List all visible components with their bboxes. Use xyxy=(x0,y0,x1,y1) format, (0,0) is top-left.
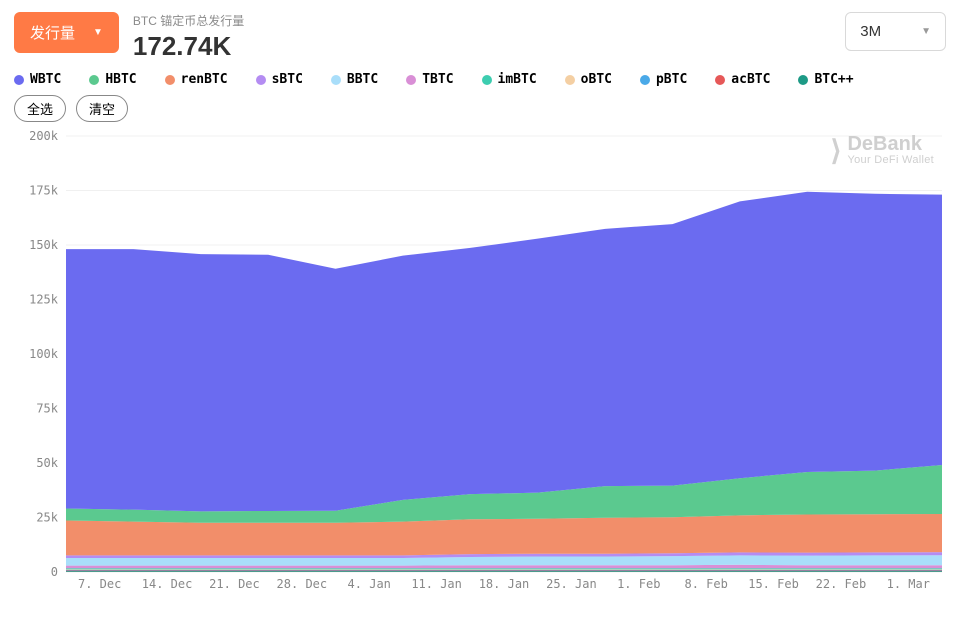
legend-label: WBTC xyxy=(30,72,61,87)
legend-swatch xyxy=(406,75,416,85)
legend-swatch xyxy=(331,75,341,85)
legend-label: acBTC xyxy=(731,72,770,87)
legend-swatch xyxy=(565,75,575,85)
legend-item[interactable]: oBTC xyxy=(565,72,612,87)
issuance-dropdown[interactable]: 发行量 ▼ xyxy=(14,12,119,53)
area-chart: 0 25k 50k 75k 100k 125k 150k 175k 200k 7. Dec 14.… xyxy=(14,126,946,596)
y-tick-label: 0 xyxy=(51,565,58,579)
legend-item[interactable]: WBTC xyxy=(14,72,61,87)
x-tick-label: 8. Feb xyxy=(684,577,727,591)
legend-item[interactable]: imBTC xyxy=(482,72,537,87)
legend-swatch xyxy=(89,75,99,85)
range-select[interactable]: 3M ▼ xyxy=(845,12,946,51)
y-tick-label: 175k xyxy=(29,184,59,198)
legend-label: renBTC xyxy=(181,72,228,87)
y-tick-label: 100k xyxy=(29,347,59,361)
legend-swatch xyxy=(256,75,266,85)
legend-item[interactable]: renBTC xyxy=(165,72,228,87)
legend-label: imBTC xyxy=(498,72,537,87)
x-tick-label: 11. Jan xyxy=(411,577,462,591)
series-pbtc[interactable] xyxy=(66,570,942,571)
x-tick-label: 1. Feb xyxy=(617,577,660,591)
x-tick-label: 28. Dec xyxy=(277,577,328,591)
chart-area[interactable] xyxy=(66,192,942,572)
subtitle: BTC 锚定币总发行量 xyxy=(133,12,244,29)
legend-item[interactable]: TBTC xyxy=(406,72,453,87)
legend-label: pBTC xyxy=(656,72,687,87)
chevron-down-icon: ▼ xyxy=(921,26,931,37)
title-block: BTC 锚定币总发行量 172.74K xyxy=(133,12,244,62)
legend-item[interactable]: acBTC xyxy=(715,72,770,87)
y-tick-label: 50k xyxy=(36,456,58,470)
x-tick-label: 4. Jan xyxy=(348,577,391,591)
x-tick-label: 7. Dec xyxy=(78,577,121,591)
total-value: 172.74K xyxy=(133,31,244,62)
y-tick-label: 150k xyxy=(29,238,59,252)
series-imbtc[interactable] xyxy=(66,568,942,569)
legend-label: HBTC xyxy=(105,72,136,87)
legend-swatch xyxy=(482,75,492,85)
x-tick-label: 25. Jan xyxy=(546,577,597,591)
legend-swatch xyxy=(715,75,725,85)
legend-swatch xyxy=(14,75,24,85)
chart-container: 0 25k 50k 75k 100k 125k 150k 175k 200k 7. Dec 14.… xyxy=(14,126,946,596)
legend-item[interactable]: BTC++ xyxy=(798,72,853,87)
legend-item[interactable]: sBTC xyxy=(256,72,303,87)
legend-label: sBTC xyxy=(272,72,303,87)
legend-label: BBTC xyxy=(347,72,378,87)
legend-swatch xyxy=(165,75,175,85)
y-tick-label: 200k xyxy=(29,129,59,143)
y-tick-label: 25k xyxy=(36,511,58,525)
x-tick-label: 14. Dec xyxy=(142,577,193,591)
legend-swatch xyxy=(798,75,808,85)
x-tick-label: 22. Feb xyxy=(816,577,867,591)
legend-item[interactable]: BBTC xyxy=(331,72,378,87)
legend-item[interactable]: pBTC xyxy=(640,72,687,87)
select-all-button[interactable]: 全选 xyxy=(14,95,66,122)
range-label: 3M xyxy=(860,23,881,40)
x-tick-label: 1. Mar xyxy=(887,577,930,591)
series-acbtc[interactable] xyxy=(66,570,942,571)
x-tick-label: 21. Dec xyxy=(209,577,260,591)
y-tick-label: 125k xyxy=(29,293,59,307)
legend-label: TBTC xyxy=(422,72,453,87)
series-btcpp[interactable] xyxy=(66,571,942,572)
x-tick-label: 15. Feb xyxy=(748,577,799,591)
y-tick-label: 75k xyxy=(36,402,58,416)
legend: WBTC HBTC renBTC sBTC BBTC TBTC imBTC oBTC pBTC a… xyxy=(14,72,946,87)
legend-label: oBTC xyxy=(581,72,612,87)
legend-label: BTC++ xyxy=(814,72,853,87)
legend-swatch xyxy=(640,75,650,85)
series-wbtc[interactable] xyxy=(66,192,942,512)
issuance-label: 发行量 xyxy=(30,22,75,43)
chevron-down-icon: ▼ xyxy=(93,27,103,38)
legend-item[interactable]: HBTC xyxy=(89,72,136,87)
clear-button[interactable]: 清空 xyxy=(76,95,128,122)
x-tick-label: 18. Jan xyxy=(479,577,530,591)
